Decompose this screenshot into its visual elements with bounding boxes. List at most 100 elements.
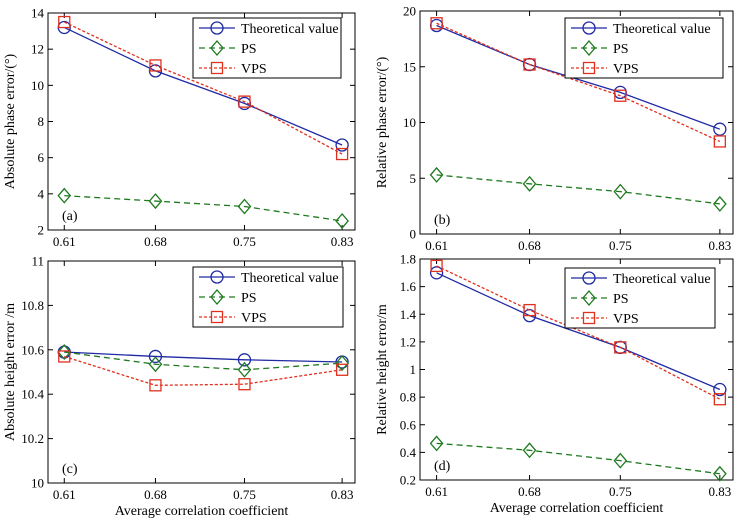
y-tick-label: 5	[410, 171, 417, 186]
legend-label-vps: VPS	[241, 62, 267, 77]
data-point-ps	[522, 175, 537, 192]
data-point-ps	[57, 187, 72, 204]
y-tick-label: 15	[403, 59, 416, 74]
data-point-ps	[237, 361, 252, 378]
data-point-ps	[712, 195, 727, 212]
series-line-vps	[63, 21, 343, 155]
y-axis-label: Relative phase error/(°)	[375, 56, 390, 188]
y-tick-label: 1.8	[400, 252, 416, 267]
data-point-vps	[238, 95, 251, 108]
legend-label-theory: Theoretical value	[613, 272, 711, 287]
y-tick-label: 14	[31, 6, 45, 21]
y-tick-label: 11	[31, 254, 44, 269]
y-tick-label: 10	[31, 476, 44, 491]
data-point-vps	[430, 17, 443, 30]
legend-marker-theory	[582, 271, 596, 285]
data-point-theory	[429, 266, 444, 280]
y-tick-label: 10.4	[21, 387, 44, 402]
plot-frame	[47, 260, 356, 484]
series-line-theory	[64, 351, 343, 363]
series-line-vps	[64, 355, 343, 386]
y-tick-label: 1.2	[400, 334, 416, 349]
y-tick-label: 0.6	[400, 417, 417, 432]
legend-marker-ps	[210, 40, 224, 56]
chart-panel-d: 0.2 0.4 0.6 0.8 1 1.2 1.4 1.6 1.8 0.61 0.68 0.75 0.8…	[375, 252, 734, 516]
data-point-ps	[335, 212, 349, 229]
legend-label-ps: PS	[613, 42, 629, 57]
series-line-vps	[436, 22, 721, 143]
series-line-vps	[436, 265, 721, 400]
data-point-ps	[712, 465, 727, 482]
y-tick-label: 1.6	[400, 279, 417, 294]
x-axis-label: Average correlation coefficient	[115, 504, 289, 519]
data-point-vps	[523, 58, 536, 71]
series-line-theory	[63, 26, 343, 146]
chart-panel-b: 0 5 10 15 20 0.61 0.68 0.75 0.83 Relative phase e…	[375, 4, 734, 253]
y-tick-label: 8	[38, 114, 45, 129]
legend-marker-theory	[210, 270, 224, 284]
y-tick-label: 0.2	[400, 473, 416, 488]
y-axis-label: Absolute phase error/(°)	[3, 53, 18, 189]
x-tick-label: 0.61	[53, 234, 76, 249]
data-point-ps	[57, 344, 72, 361]
chart-panel-a: 2 4 6 8 10 12 14 0.61 0.68 0.75 0.83 Absolute phase…	[3, 6, 356, 249]
data-point-ps	[522, 442, 537, 459]
y-tick-label: 10	[31, 78, 44, 93]
data-point-vps	[614, 341, 627, 354]
x-tick-label: 0.75	[609, 238, 632, 253]
x-tick-label: 0.61	[53, 487, 76, 502]
data-point-ps	[429, 435, 444, 452]
y-tick-label: 1	[410, 362, 417, 377]
legend-marker-theory	[582, 21, 596, 35]
data-point-vps	[713, 393, 727, 406]
y-tick-label: 10	[403, 115, 416, 130]
data-point-ps	[613, 183, 628, 200]
series-line-ps	[436, 442, 720, 475]
data-point-vps	[614, 89, 627, 102]
y-tick-label: 0.4	[400, 445, 417, 460]
series-line-ps	[64, 194, 343, 222]
panel-label: (a)	[62, 209, 78, 224]
data-point-theory	[148, 349, 163, 364]
y-tick-label: 12	[31, 42, 44, 57]
y-tick-label: 10.2	[21, 431, 44, 446]
x-tick-label: 0.68	[518, 484, 541, 499]
chart-panel-c: 10 10.2 10.4 10.6 10.8 11 0.61 0.68 0.75 0.83 Abso…	[3, 254, 356, 519]
panel-label: (b)	[434, 213, 451, 228]
x-axis-label: Average correlation coefficient	[490, 501, 664, 516]
y-axis-label: Relative height error/m	[375, 304, 390, 435]
legend-marker-ps	[210, 289, 224, 305]
series-line-theory	[436, 272, 721, 391]
legend-label-vps: VPS	[241, 311, 267, 326]
y-tick-label: 10.6	[21, 342, 44, 357]
x-tick-label: 0.68	[144, 234, 167, 249]
legend-marker-vps	[210, 310, 224, 324]
legend-marker-vps	[210, 61, 224, 75]
y-tick-label: 20	[403, 4, 416, 19]
data-point-theory	[713, 122, 727, 136]
data-point-vps	[713, 135, 727, 148]
x-tick-label: 0.61	[425, 238, 448, 253]
x-tick-label: 0.83	[331, 487, 354, 502]
legend: Theoretical value PS VPS	[192, 266, 344, 328]
legend-box	[192, 266, 344, 328]
x-tick-label: 0.83	[708, 484, 731, 499]
x-tick-label: 0.61	[425, 484, 448, 499]
data-point-vps	[335, 147, 349, 161]
data-point-ps	[148, 193, 163, 210]
legend-label-ps: PS	[241, 291, 257, 306]
x-tick-label: 0.75	[233, 487, 256, 502]
data-point-vps	[523, 303, 536, 317]
data-point-vps	[430, 259, 443, 273]
data-point-theory	[237, 353, 252, 367]
data-point-vps	[238, 378, 251, 391]
series-line-ps	[436, 174, 720, 205]
legend-label-ps: PS	[241, 42, 257, 57]
legend-label-theory: Theoretical value	[241, 271, 339, 286]
data-point-theory	[713, 382, 727, 397]
legend-marker-ps	[582, 40, 596, 56]
data-point-vps	[149, 379, 162, 392]
legend: Theoretical value PS VPS	[564, 267, 716, 329]
x-tick-label: 0.75	[233, 234, 256, 249]
